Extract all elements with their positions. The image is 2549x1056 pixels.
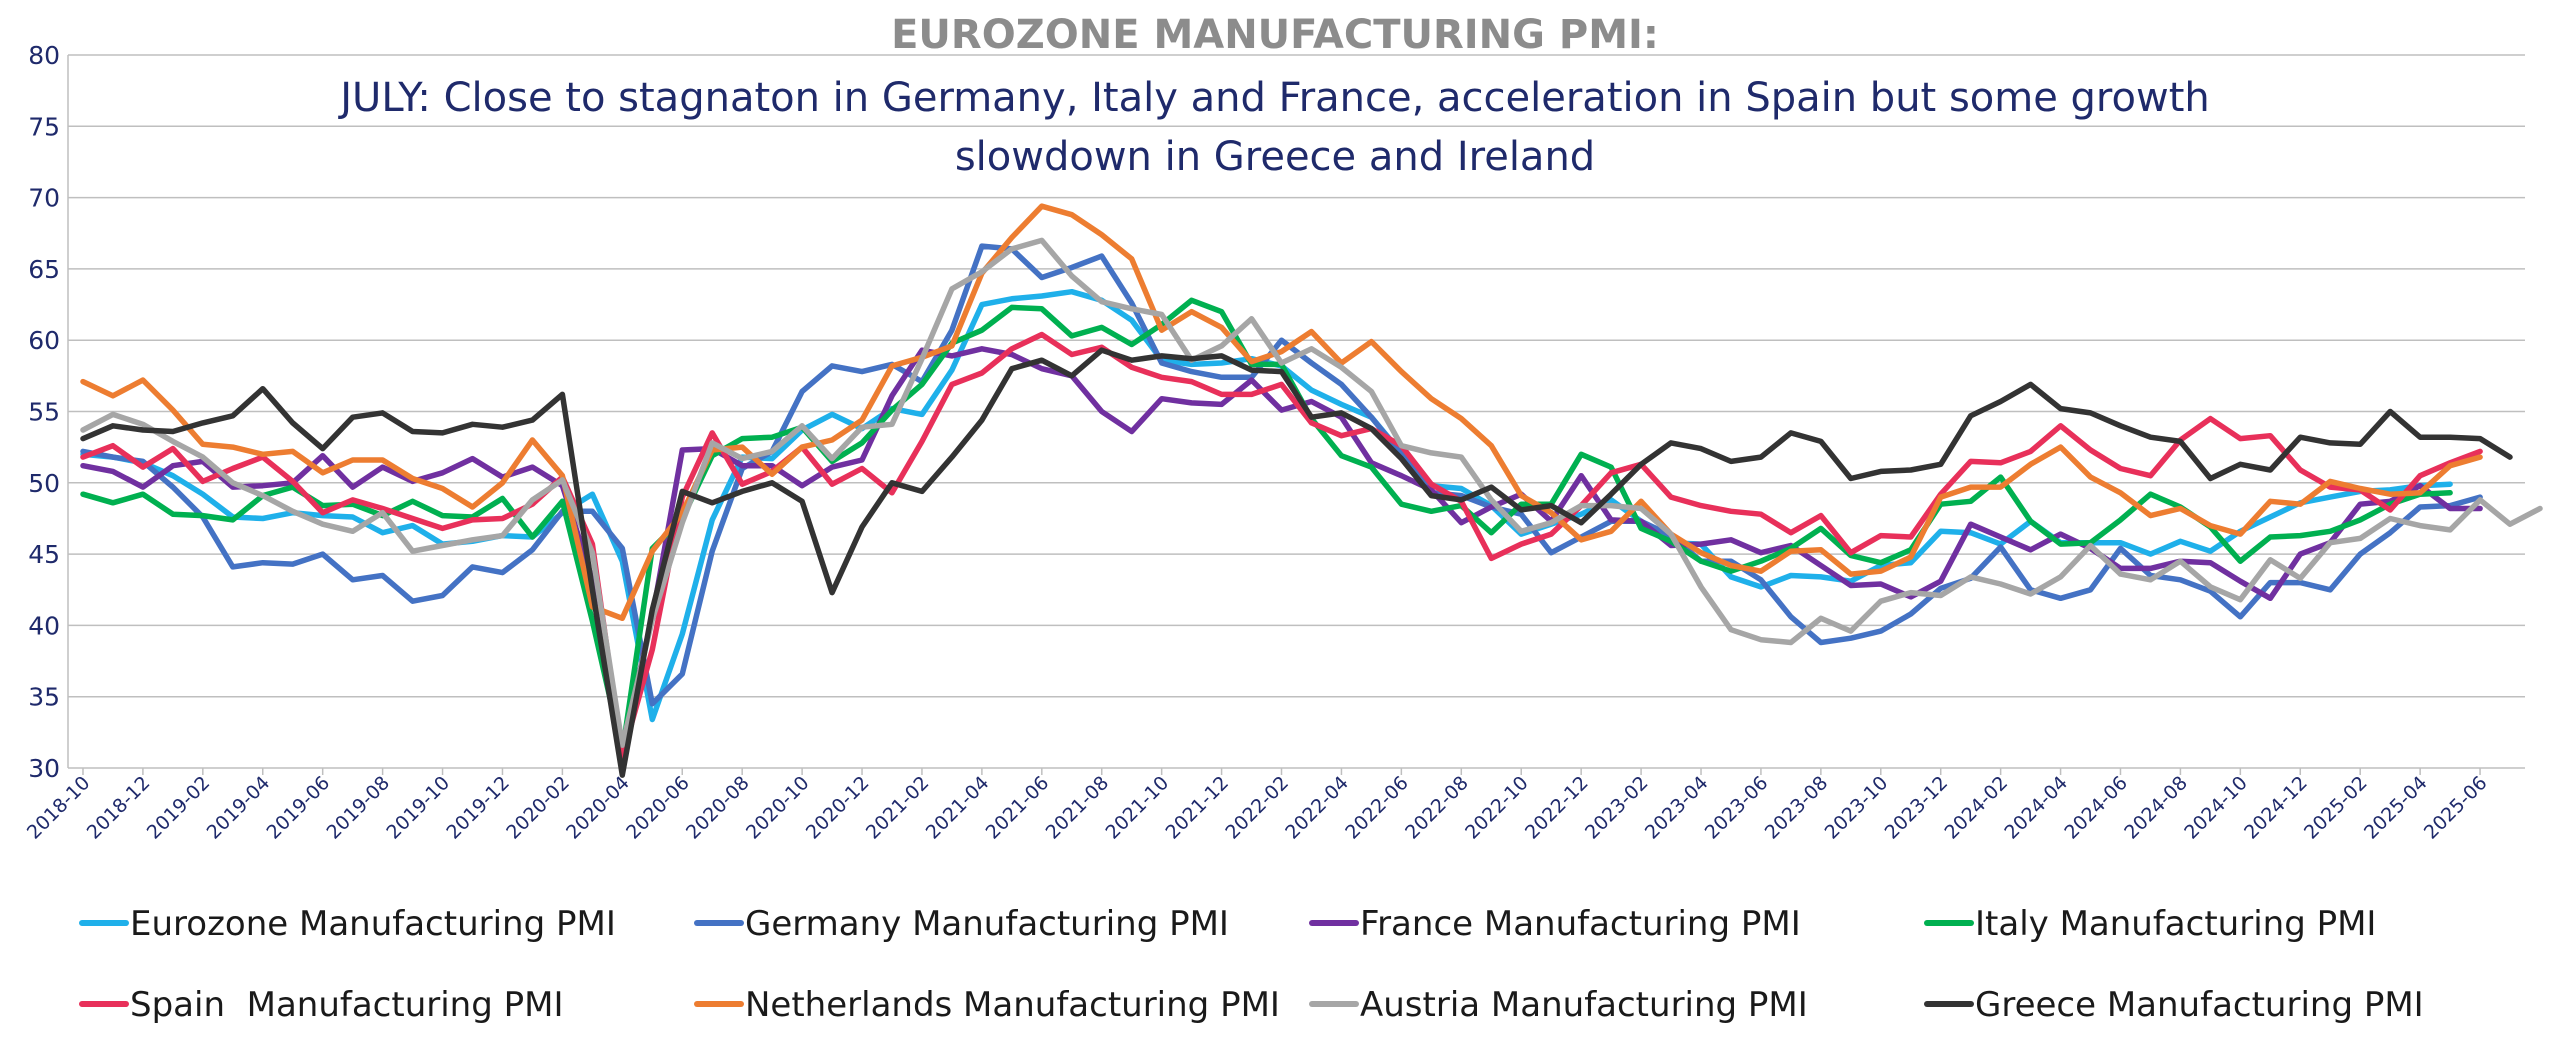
y-tick-label: 40 [28, 611, 60, 640]
x-tick-label: 2021-10 [1102, 772, 1174, 844]
legend-label-3: Italy Manufacturing PMI [1975, 904, 2376, 944]
y-tick-label: 60 [28, 326, 60, 355]
x-tick-label: 2019-06 [263, 772, 335, 844]
x-tick-label: 2020-06 [622, 772, 694, 844]
legend-label-4: Spain Manufacturing PMI [130, 985, 563, 1025]
x-tick-label: 2022-10 [1461, 772, 1533, 844]
x-tick-label: 2021-08 [1042, 772, 1114, 844]
x-tick-label: 2022-06 [1341, 772, 1413, 844]
series-line-1 [80, 243, 2483, 707]
x-tick-label: 2021-04 [922, 772, 994, 844]
x-tick-label: 2020-10 [742, 772, 814, 844]
x-tick-label: 2024-02 [1940, 772, 2012, 844]
legend-label-1: Germany Manufacturing PMI [745, 904, 1229, 944]
legend-label-2: France Manufacturing PMI [1360, 904, 1801, 944]
series-line-7 [80, 347, 2513, 778]
x-tick-label: 2023-04 [1641, 772, 1713, 844]
x-tick-label: 2020-04 [562, 772, 634, 844]
series-lines [80, 203, 2543, 778]
x-tick-label: 2024-10 [2180, 772, 2252, 844]
y-tick-label: 80 [28, 41, 60, 70]
x-tick-label: 2022-12 [1521, 772, 1593, 844]
y-tick-label: 30 [28, 754, 60, 783]
series-line-6 [80, 237, 2543, 748]
x-tick-label: 2024-12 [2240, 772, 2312, 844]
x-tick-label: 2023-02 [1581, 772, 1653, 844]
x-tick-label: 2023-06 [1701, 772, 1773, 844]
chart-subtitle-line-2: slowdown in Greece and Ireland [955, 134, 1595, 180]
x-tick-label: 2018-12 [83, 772, 155, 844]
legend-label-6: Austria Manufacturing PMI [1360, 985, 1808, 1025]
x-tick-label: 2025-02 [2300, 772, 2372, 844]
x-tick-label: 2025-04 [2360, 772, 2432, 844]
y-tick-label: 35 [28, 683, 60, 712]
series-line-4 [80, 331, 2483, 760]
x-tick-label: 2019-10 [382, 772, 454, 844]
x-axis-ticks: 2018-102018-122019-022019-042019-062019-… [23, 772, 2492, 844]
x-tick-label: 2019-04 [203, 772, 275, 844]
x-tick-label: 2020-08 [682, 772, 754, 844]
y-tick-label: 65 [28, 255, 60, 284]
legend-label-0: Eurozone Manufacturing PMI [130, 904, 616, 944]
chart-subtitle-line-1: JULY: Close to stagnaton in Germany, Ita… [337, 75, 2209, 121]
x-tick-label: 2021-06 [982, 772, 1054, 844]
x-tick-label: 2024-04 [2000, 772, 2072, 844]
x-tick-label: 2019-08 [322, 772, 394, 844]
x-tick-label: 2023-12 [1881, 772, 1953, 844]
legend: Eurozone Manufacturing PMI Germany Manufa… [79, 904, 2424, 1025]
x-tick-label: 2020-12 [802, 772, 874, 844]
y-tick-label: 75 [28, 112, 60, 141]
y-tick-label: 45 [28, 540, 60, 569]
legend-label-5: Netherlands Manufacturing PMI [745, 985, 1280, 1025]
x-tick-label: 2019-12 [442, 772, 514, 844]
y-tick-label: 50 [28, 469, 60, 498]
y-axis-ticks: 30 35 40 45 50 55 60 65 70 75 80 [28, 41, 60, 783]
x-tick-label: 2025-06 [2420, 772, 2492, 844]
x-tick-label: 2020-02 [502, 772, 574, 844]
series-line-5 [80, 203, 2483, 622]
y-tick-label: 70 [28, 184, 60, 213]
x-tick-label: 2022-02 [1221, 772, 1293, 844]
x-tick-label: 2024-08 [2120, 772, 2192, 844]
x-tick-label: 2023-08 [1761, 772, 1833, 844]
gridlines [68, 54, 2525, 775]
x-tick-label: 2023-10 [1821, 772, 1893, 844]
x-tick-label: 2022-04 [1281, 772, 1353, 844]
legend-label-7: Greece Manufacturing PMI [1975, 985, 2424, 1025]
series-line-3 [80, 297, 2453, 756]
chart-title: EUROZONE MANUFACTURING PMI: [891, 12, 1659, 58]
x-tick-label: 2021-12 [1161, 772, 1233, 844]
x-tick-label: 2019-02 [143, 772, 215, 844]
x-tick-label: 2021-02 [862, 772, 934, 844]
y-tick-label: 55 [28, 398, 60, 427]
x-tick-label: 2022-08 [1401, 772, 1473, 844]
x-tick-label: 2024-06 [2060, 772, 2132, 844]
